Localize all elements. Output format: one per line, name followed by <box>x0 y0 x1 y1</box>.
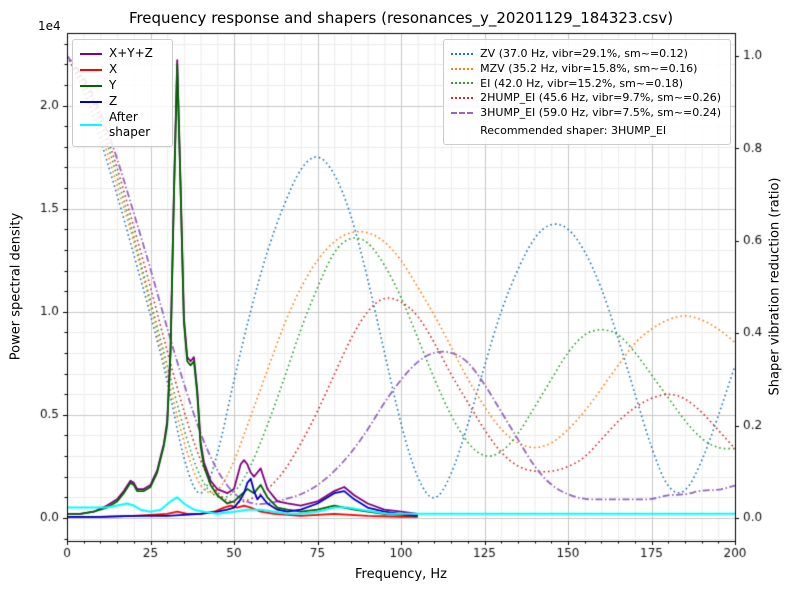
y-axis-label-right: Shaper vibration reduction (ratio) <box>767 177 783 396</box>
chart-title: Frequency response and shapers (resonanc… <box>128 9 674 27</box>
legend-label-2hump-ei: 2HUMP_EI (45.6 Hz, vibr=9.7%, sm~=0.26) <box>480 91 721 105</box>
shaper-legend: ZV (37.0 Hz, vibr=29.1%, sm~=0.12) MZV (… <box>443 39 731 145</box>
legend-label-mzv: MZV (35.2 Hz, vibr=15.8%, sm~=0.16) <box>480 61 698 75</box>
legend-item-after-shaper: After shaper <box>80 110 163 140</box>
psd-legend: X+Y+Z X Y Z After shaper <box>72 39 173 147</box>
line-swatch-y-icon <box>80 84 102 87</box>
legend-label-zv: ZV (37.0 Hz, vibr=29.1%, sm~=0.12) <box>480 47 688 60</box>
recommended-shaper-text: Recommended shaper: 3HUMP_EI <box>480 123 667 137</box>
x-axis-label: Frequency, Hz <box>354 567 448 582</box>
legend-label-xyz: X+Y+Z <box>109 46 153 60</box>
legend-label-3hump-ei: 3HUMP_EI (59.0 Hz, vibr=7.5%, sm~=0.24) <box>480 106 721 119</box>
legend-item-z: Z <box>80 94 163 109</box>
legend-label-x: X <box>109 62 118 76</box>
line-swatch-after-shaper-icon <box>80 124 102 126</box>
legend-item-mzv: MZV (35.2 Hz, vibr=15.8%, sm~=0.16) <box>451 62 721 76</box>
legend-item-2hump-ei: 2HUMP_EI (45.6 Hz, vibr=9.7%, sm~=0.26) <box>451 91 721 105</box>
line-swatch-3hump-ei-icon <box>451 111 474 114</box>
line-swatch-x-icon <box>80 68 102 71</box>
line-swatch-mzv-icon <box>451 67 474 70</box>
legend-item-ei: EI (42.0 Hz, vibr=15.2%, sm~=0.18) <box>451 77 721 91</box>
legend-item-3hump-ei: 3HUMP_EI (59.0 Hz, vibr=7.5%, sm~=0.24) <box>451 106 721 120</box>
legend-label-z: Z <box>109 94 118 108</box>
legend-label-ei: EI (42.0 Hz, vibr=15.2%, sm~=0.18) <box>480 76 684 90</box>
legend-label-after-shaper: After shaper <box>109 110 151 139</box>
line-swatch-zv-icon <box>451 52 474 55</box>
y-axis-offset-text: 1e4 <box>38 19 61 33</box>
legend-label-y: Y <box>109 78 117 92</box>
legend-item-y: Y <box>80 78 163 93</box>
line-swatch-z-icon <box>80 100 102 103</box>
line-swatch-ei-icon <box>451 82 474 85</box>
legend-item-xyz: X+Y+Z <box>80 46 163 61</box>
line-swatch-2hump-ei-icon <box>451 97 474 100</box>
legend-item-x: X <box>80 62 163 77</box>
legend-item-zv: ZV (37.0 Hz, vibr=29.1%, sm~=0.12) <box>451 47 721 61</box>
y-axis-label-left: Power spectral density <box>8 212 24 361</box>
line-swatch-xyz-icon <box>80 52 102 55</box>
